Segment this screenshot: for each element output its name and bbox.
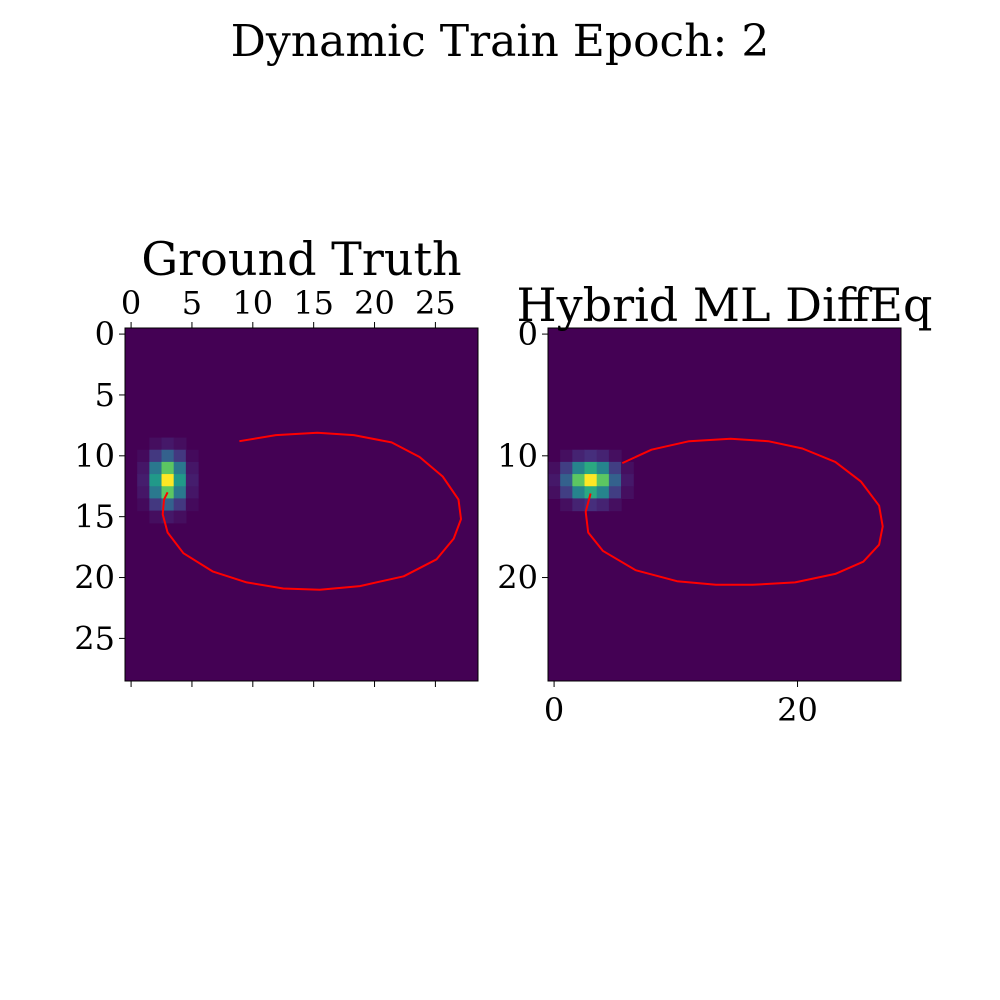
x-tick-label: 20	[777, 691, 818, 729]
heatmap-cell	[584, 474, 598, 487]
heatmap-cell	[584, 486, 598, 500]
heatmap-cell	[621, 486, 634, 500]
panel-title: Hybrid ML DiffEq	[517, 278, 933, 332]
heatmap-cell	[608, 486, 622, 500]
y-tick-label: 0	[518, 315, 538, 353]
heatmap-cell	[584, 461, 598, 475]
x-tick-label: 25	[415, 284, 456, 322]
heatmap-cell	[173, 474, 187, 487]
hybrid-ml-diffeq-panel: 0 10 20 0 20 Hybrid ML DiffEq	[497, 278, 932, 729]
axes-frame	[124, 327, 479, 682]
heatmap-cell	[572, 449, 586, 463]
heatmap-cell	[608, 498, 622, 512]
heatmap-cell	[161, 461, 175, 475]
x-tick-label: 5	[182, 284, 202, 322]
heatmap-cell	[185, 461, 199, 475]
heatmap-cell	[173, 437, 187, 451]
heatmap-cell	[161, 474, 175, 487]
heatmap-cell	[596, 498, 610, 512]
heatmap-cell	[548, 474, 561, 487]
trajectory-line	[161, 431, 462, 591]
x-tick-label: 10	[232, 284, 273, 322]
heatmap-cell	[596, 474, 610, 487]
heatmap-cell	[161, 449, 175, 463]
heatmap-cell	[596, 461, 610, 475]
heatmap-cell	[137, 461, 150, 475]
y-tick-label: 15	[74, 498, 115, 536]
heatmap-cell	[173, 498, 187, 512]
heatmap-cell	[548, 486, 561, 500]
heatmap-cell	[621, 474, 634, 487]
y-tick-label: 10	[74, 437, 115, 475]
panel-title: Ground Truth	[141, 232, 461, 286]
heatmap-cell	[560, 449, 573, 463]
heatmap-cell	[173, 461, 187, 475]
heatmap-cell	[608, 449, 622, 463]
heatmap-cell	[149, 498, 163, 512]
heatmap-cell	[149, 474, 163, 487]
y-tick-label: 0	[95, 315, 115, 353]
heatmap-cell	[137, 486, 150, 500]
heatmap-cell	[596, 449, 610, 463]
y-tick-label: 10	[497, 437, 538, 475]
x-tick-label: 0	[121, 284, 141, 322]
heatmap-cell	[572, 461, 586, 475]
trajectory-line	[584, 437, 884, 586]
heatmap-cell	[149, 437, 163, 451]
heatmap-cell	[173, 510, 187, 524]
x-tick-label: 20	[354, 284, 395, 322]
heatmap-cell	[572, 486, 586, 500]
y-tick-label: 20	[74, 559, 115, 597]
axes-frame	[547, 327, 902, 682]
heatmap-cell	[560, 461, 573, 475]
heatmap-cell	[608, 474, 622, 487]
heatmap-cell	[621, 461, 634, 475]
heatmap-cell	[149, 449, 163, 463]
y-tick-label: 5	[95, 376, 115, 414]
heatmap-cell	[185, 498, 199, 512]
heatmap-cell	[572, 498, 586, 512]
heatmap-cell	[161, 437, 175, 451]
heatmap-cell	[560, 474, 573, 487]
heatmap-cell	[137, 498, 150, 512]
heatmap-cell	[548, 461, 561, 475]
heatmap-cell	[149, 510, 163, 524]
heatmap-cell	[137, 474, 150, 487]
heatmap-cell	[149, 486, 163, 500]
heatmap-cell	[173, 449, 187, 463]
heatmap-cell	[584, 449, 598, 463]
y-tick-label: 25	[74, 619, 115, 657]
heatmap-cell	[608, 461, 622, 475]
heatmap-cell	[596, 486, 610, 500]
heatmap-cells	[137, 437, 199, 524]
heatmap-cell	[572, 474, 586, 487]
heatmap-cell	[137, 449, 150, 463]
heatmap-cell	[185, 486, 199, 500]
heatmap-cell	[173, 486, 187, 500]
x-tick-label: 0	[544, 691, 564, 729]
heatmap-cell	[149, 461, 163, 475]
figure-suptitle: Dynamic Train Epoch: 2	[231, 16, 770, 67]
heatmap-cell	[185, 474, 199, 487]
y-tick-label: 20	[497, 559, 538, 597]
heatmap-cell	[560, 498, 573, 512]
heatmap-cells	[548, 449, 634, 512]
heatmap-cell	[185, 449, 199, 463]
heatmap-cell	[560, 486, 573, 500]
x-tick-label: 15	[293, 284, 334, 322]
